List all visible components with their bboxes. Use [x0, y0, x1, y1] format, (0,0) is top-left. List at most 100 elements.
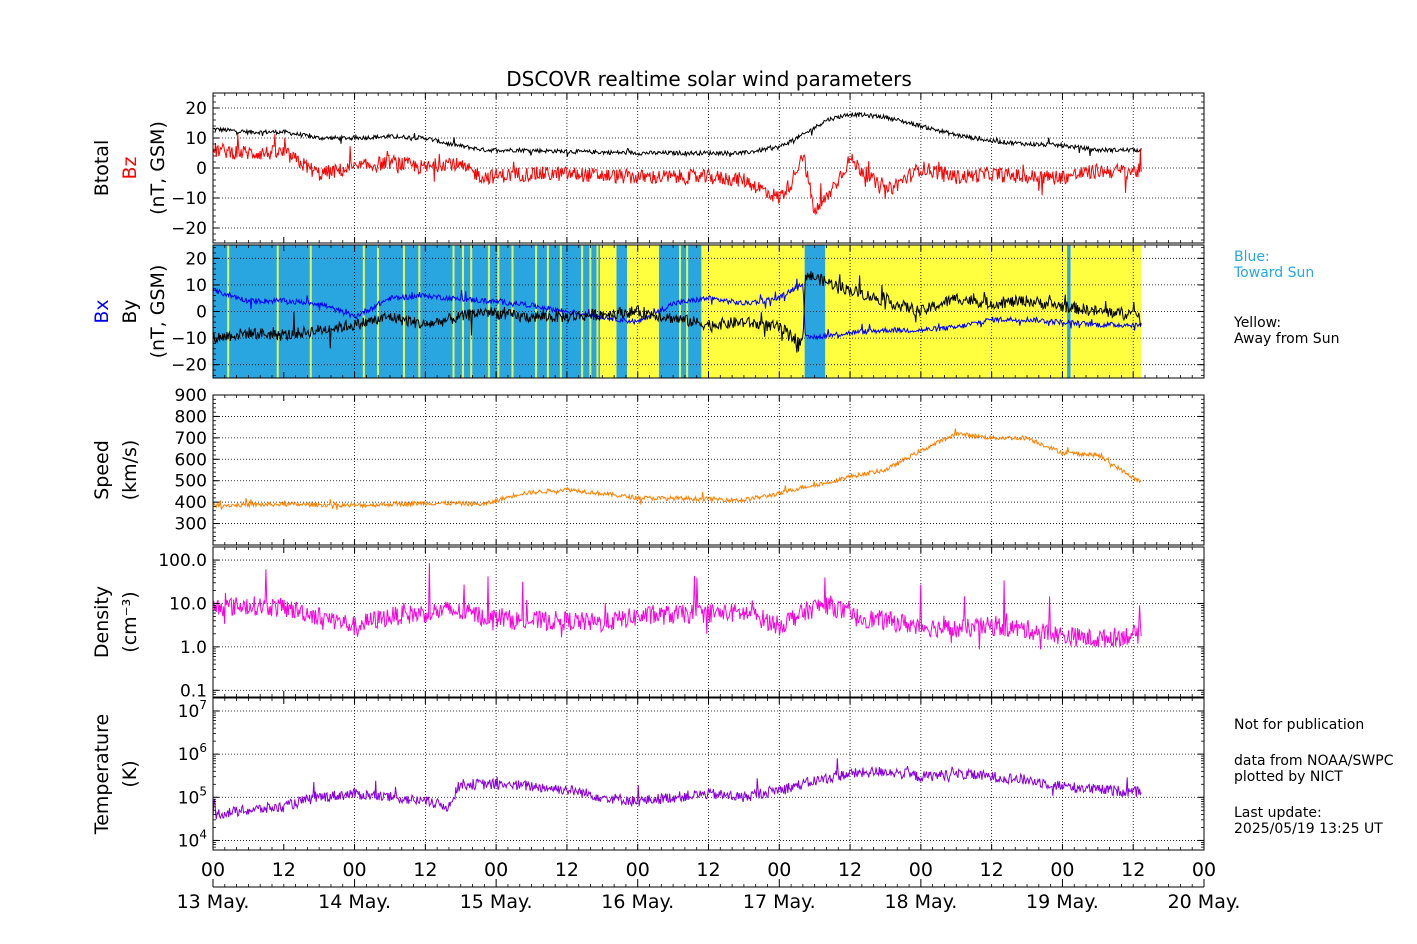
sector-stripe-away	[769, 245, 772, 378]
y-axis-label-part: Bz	[119, 156, 141, 179]
sector-stripe-away	[511, 245, 514, 378]
note-publication-text: Not for publication	[1234, 717, 1365, 733]
x-axis: 00 12 00 12 00 12 00 12 00 12 00 12 00 12 00 13 May. 14 …	[177, 859, 1241, 913]
y-axis-label-part: By	[119, 299, 141, 323]
y-axis-label-part: (cm⁻³)	[119, 591, 141, 652]
note-update-line1: Last update:	[1234, 805, 1322, 821]
y-tick-label: 10	[185, 276, 207, 296]
y-axis-label: Temperature	[91, 714, 113, 835]
y-tick-label: 105	[178, 784, 207, 808]
grid	[213, 93, 1204, 243]
series-group	[213, 758, 1142, 820]
y-tick-label: 900	[175, 386, 207, 406]
x-tick-label: 12	[272, 859, 296, 881]
note-source: data from NOAA/SWPC plotted by NICT	[1234, 753, 1393, 785]
note-not-for-publication: Not for publication	[1234, 717, 1364, 733]
y-tick-label: 20	[185, 99, 207, 119]
y-tick-label: 100.0	[158, 551, 207, 571]
y-axis-label-part: Speed	[91, 440, 113, 500]
note-blue-line1: Blue:	[1234, 249, 1270, 265]
y-tick-label: 600	[175, 450, 207, 470]
series-speed	[213, 428, 1142, 510]
y-tick-label: −20	[171, 356, 207, 376]
panel-btotal-bz: −20 −10 0 10 20 Btotal Bz (nT, GSM)	[91, 92, 1205, 244]
x-tick-label: 00	[342, 859, 366, 881]
series-group	[213, 111, 1142, 216]
y-axis-label: Density	[91, 586, 113, 658]
series-temperature	[213, 758, 1142, 820]
sector-stripe-away	[309, 245, 312, 378]
sector-stripe-away	[418, 245, 421, 378]
series-by	[213, 271, 1142, 353]
sector-stripe-away	[402, 245, 406, 378]
x-tick-label: 12	[555, 859, 579, 881]
panel-by-bx: −20 −10 0 10 20 Bx By (nT, GSM)	[91, 244, 1205, 379]
x-tick-label: 00	[767, 859, 791, 881]
y-tick-label: 0.1	[180, 681, 207, 701]
x-tick-label: 12	[696, 859, 720, 881]
note-blue-line2: Toward Sun	[1234, 265, 1315, 281]
date-label: 14 May.	[318, 891, 391, 913]
note-update-line2: 2025/05/19 13:25 UT	[1234, 821, 1383, 837]
y-tick-label: 104	[178, 827, 207, 851]
y-tick-label: 20	[185, 249, 207, 269]
sector-stripe-away	[589, 245, 592, 378]
note-toward-sun: Blue: Toward Sun	[1234, 249, 1314, 281]
y-tick-label: 700	[175, 429, 207, 449]
note-away-from-sun: Yellow: Away from Sun	[1234, 315, 1339, 347]
y-axis-label-part: (K)	[119, 760, 141, 787]
y-axis-label: Speed	[91, 440, 113, 500]
y-tick-label: 0	[196, 159, 207, 179]
series-bx	[213, 278, 1142, 341]
grid	[213, 547, 1204, 697]
sector-band-toward	[213, 245, 600, 378]
y-axis-label: (nT, GSM)	[147, 121, 169, 215]
series-group	[213, 428, 1142, 510]
y-tick-label: 107	[178, 698, 207, 722]
date-label: 15 May.	[460, 891, 533, 913]
y-axis-label: (nT, GSM)	[147, 265, 169, 359]
y-tick-label: 500	[175, 472, 207, 492]
y-axis: 104 105 106 107	[178, 697, 1204, 851]
series-btotal	[213, 111, 1142, 158]
y-axis-label-part: (km/s)	[119, 440, 141, 501]
y-axis: 0.1 1.0 10.0 100.0	[158, 546, 1204, 701]
series-group	[213, 271, 1142, 353]
y-axis-label-part: (nT, GSM)	[147, 265, 169, 359]
grid	[213, 394, 1204, 545]
y-axis-label-part: Temperature	[91, 714, 113, 835]
y-axis-label-part: Bx	[91, 299, 113, 323]
y-axis-label-part: (nT, GSM)	[147, 121, 169, 215]
x-tick-label: 00	[484, 859, 508, 881]
y-tick-label: −20	[171, 219, 207, 239]
note-source-line2: plotted by NICT	[1234, 769, 1343, 785]
y-tick-label: 106	[178, 741, 207, 765]
note-yellow-line1: Yellow:	[1234, 315, 1282, 331]
y-tick-label: 300	[175, 515, 207, 535]
y-tick-label: 1.0	[180, 638, 207, 658]
date-label: 17 May.	[743, 891, 816, 913]
y-axis-label: (km/s)	[119, 440, 141, 501]
series-density	[213, 562, 1142, 650]
sector-stripe-away	[679, 245, 682, 378]
note-source-line1: data from NOAA/SWPC	[1234, 753, 1394, 769]
chart-title: DSCOVR realtime solar wind parameters	[506, 67, 912, 91]
x-tick-label: 12	[413, 859, 437, 881]
panel-temperature: 104 105 106 107 Temperature (K)	[91, 697, 1205, 851]
x-tick-label: 00	[1192, 859, 1216, 881]
sector-band-away	[599, 245, 617, 378]
note-yellow-line2: Away from Sun	[1234, 331, 1340, 347]
x-tick-label: 12	[1121, 859, 1145, 881]
y-tick-label: 400	[175, 493, 207, 513]
series-bz	[213, 134, 1142, 216]
y-axis-label: (cm⁻³)	[119, 591, 141, 652]
x-tick-label: 00	[201, 859, 225, 881]
y-tick-label: 10.0	[169, 594, 207, 614]
note-last-update: Last update: 2025/05/19 13:25 UT	[1234, 805, 1383, 837]
y-tick-label: −10	[171, 189, 207, 209]
panel-density: 0.1 1.0 10.0 100.0 Density (cm⁻³)	[91, 546, 1205, 701]
date-label: 18 May.	[884, 891, 957, 913]
date-label: 16 May.	[601, 891, 674, 913]
